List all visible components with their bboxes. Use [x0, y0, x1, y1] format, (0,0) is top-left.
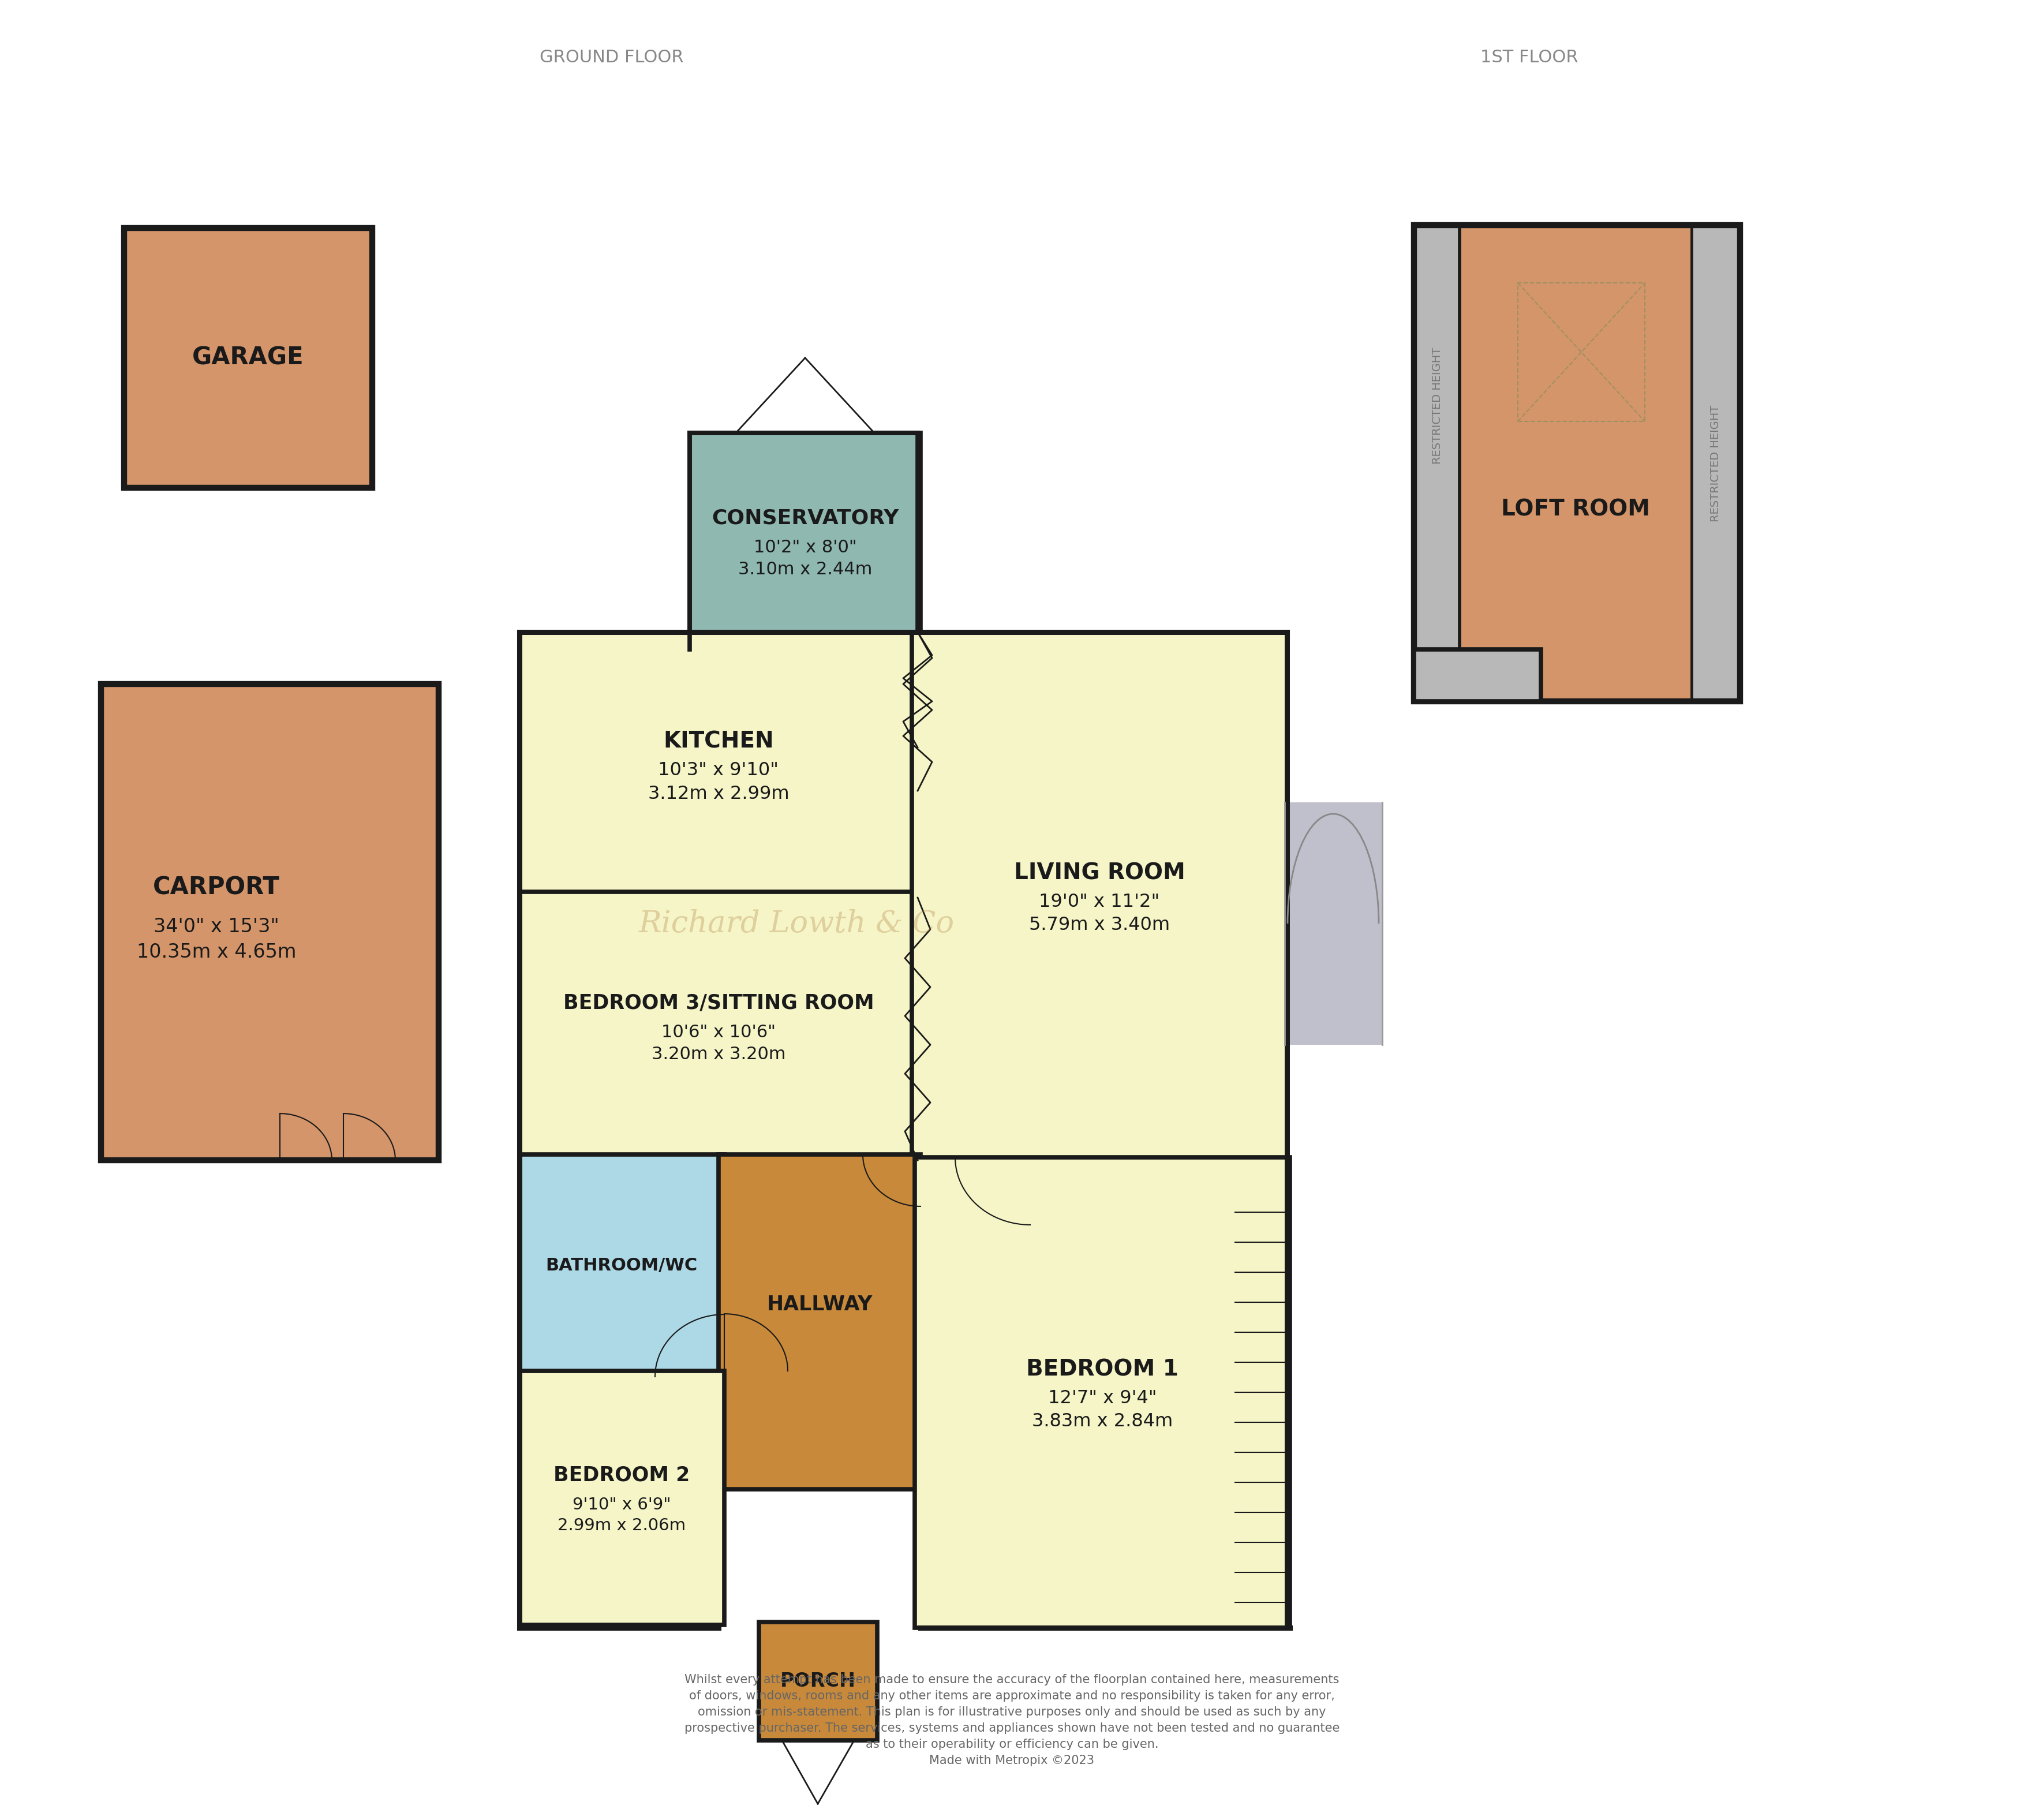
Text: 19'0" x 11'2"
5.79m x 3.40m: 19'0" x 11'2" 5.79m x 3.40m	[1028, 894, 1170, 934]
Bar	[1459, 226, 1690, 701]
Bar	[520, 892, 917, 1159]
Text: 1ST FLOOR: 1ST FLOOR	[1480, 49, 1579, 66]
Bar	[1415, 226, 1741, 701]
Bar	[690, 433, 921, 650]
Text: GARAGE: GARAGE	[192, 346, 304, 369]
Text: RESTRICTED HEIGHT: RESTRICTED HEIGHT	[1431, 348, 1443, 464]
Bar	[520, 1370, 725, 1625]
Bar	[915, 1158, 1289, 1627]
Text: RESTRICTED HEIGHT: RESTRICTED HEIGHT	[1710, 404, 1720, 522]
Text: BEDROOM 2: BEDROOM 2	[555, 1465, 690, 1485]
Bar	[1415, 226, 1459, 701]
Bar	[101, 684, 439, 1159]
Bar	[1415, 650, 1540, 701]
Text: 10'3" x 9'10"
3.12m x 2.99m: 10'3" x 9'10" 3.12m x 2.99m	[648, 761, 789, 803]
Bar	[123, 228, 372, 488]
Text: HALLWAY: HALLWAY	[767, 1294, 872, 1314]
Text: CARPORT: CARPORT	[154, 875, 279, 899]
Text: PORCH: PORCH	[779, 1671, 856, 1691]
Bar	[1690, 226, 1741, 701]
Bar	[719, 1154, 921, 1489]
Text: 10'2" x 8'0"
3.10m x 2.44m: 10'2" x 8'0" 3.10m x 2.44m	[739, 539, 872, 579]
Text: 10'6" x 10'6"
3.20m x 3.20m: 10'6" x 10'6" 3.20m x 3.20m	[652, 1025, 785, 1063]
Text: CONSERVATORY: CONSERVATORY	[712, 508, 899, 528]
Bar	[520, 632, 917, 897]
Bar	[520, 1154, 725, 1376]
Text: Whilst every attempt has been made to ensure the accuracy of the floorplan conta: Whilst every attempt has been made to en…	[684, 1674, 1340, 1767]
Bar	[1518, 282, 1646, 422]
Text: KITCHEN: KITCHEN	[664, 732, 773, 753]
Text: 34'0" x 15'3"
10.35m x 4.65m: 34'0" x 15'3" 10.35m x 4.65m	[138, 917, 296, 961]
Text: 9'10" x 6'9"
2.99m x 2.06m: 9'10" x 6'9" 2.99m x 2.06m	[559, 1496, 686, 1534]
Text: LIVING ROOM: LIVING ROOM	[1014, 863, 1186, 885]
Text: LOFT ROOM: LOFT ROOM	[1502, 499, 1650, 521]
Text: BEDROOM 1: BEDROOM 1	[1026, 1358, 1178, 1380]
Text: Richard Lowth & Co: Richard Lowth & Co	[638, 908, 955, 939]
Bar	[759, 1622, 876, 1740]
Text: BATHROOM/WC: BATHROOM/WC	[546, 1258, 698, 1274]
Text: BEDROOM 3/SITTING ROOM: BEDROOM 3/SITTING ROOM	[563, 994, 874, 1012]
Text: 12'7" x 9'4"
3.83m x 2.84m: 12'7" x 9'4" 3.83m x 2.84m	[1032, 1389, 1172, 1431]
Bar	[913, 632, 1287, 1159]
Text: GROUND FLOOR: GROUND FLOOR	[540, 49, 684, 66]
Bar	[1285, 803, 1382, 1045]
